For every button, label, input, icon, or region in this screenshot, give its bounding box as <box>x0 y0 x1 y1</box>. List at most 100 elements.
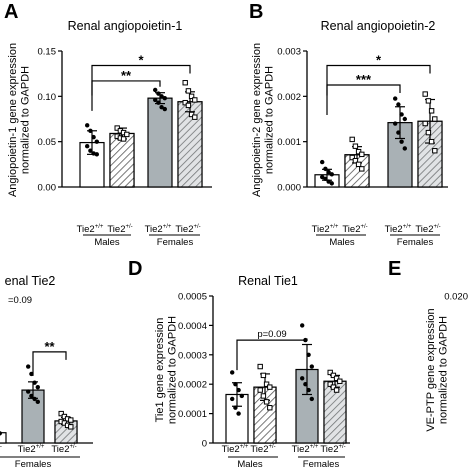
panel-a: A Renal angiopoietin-1 Angiopoietin-1 gene… <box>4 1 212 248</box>
significance-label: p=0.09 <box>257 329 286 340</box>
data-point <box>333 387 340 393</box>
data-point <box>233 382 238 387</box>
data-point <box>399 112 404 117</box>
data-point <box>236 411 241 416</box>
data-point <box>58 410 64 417</box>
bar-group <box>109 125 135 188</box>
data-point <box>320 174 325 180</box>
data-point <box>309 364 314 369</box>
bar-group <box>253 363 277 444</box>
data-point <box>349 154 355 161</box>
significance-label: * <box>376 53 382 68</box>
x-tick-label: Tie2+/- <box>342 224 367 235</box>
data-point <box>257 387 263 393</box>
group-label: Females <box>303 459 340 470</box>
significance-bracket <box>326 64 431 96</box>
panel-letter: E <box>388 258 401 280</box>
data-point <box>68 417 74 423</box>
x-tick-label: Tie2+/+ <box>222 444 249 455</box>
data-point <box>425 98 432 104</box>
x-tick-label: Tie2+/- <box>175 224 200 235</box>
y-tick-label: 0.15 <box>38 47 57 58</box>
panel-title: Renal angiopoietin-2 <box>321 19 436 33</box>
data-point <box>326 179 331 184</box>
data-point <box>303 382 308 387</box>
x-tick-label: Tie2+/+ <box>18 444 45 455</box>
bar-group <box>54 410 78 444</box>
panel-letter: A <box>4 1 18 23</box>
data-point <box>267 405 273 411</box>
data-point <box>355 148 362 155</box>
y-axis-label: VE-PTP gene expressionnormalized to GAPD… <box>425 308 450 431</box>
y-axis-label: Angiopoietin-1 gene expressionnormalized… <box>7 43 32 197</box>
bar-group <box>344 136 370 188</box>
data-point <box>352 158 359 164</box>
data-point <box>120 136 127 142</box>
bar-group <box>295 323 319 444</box>
data-point <box>359 151 365 158</box>
x-tick-label: Tie2+/- <box>415 224 440 235</box>
data-point <box>263 381 270 387</box>
data-point <box>124 131 130 138</box>
data-point <box>359 166 365 172</box>
data-point <box>355 161 362 168</box>
data-point <box>300 376 305 381</box>
data-point <box>239 393 244 399</box>
data-point <box>402 116 407 122</box>
x-tick-label: Tie2+/+ <box>145 224 172 235</box>
data-point <box>425 129 432 136</box>
data-point <box>32 380 37 385</box>
x-tick-label: Tie2+/+ <box>385 224 412 235</box>
data-point <box>330 372 337 379</box>
y-tick-label: 0.003 <box>277 47 301 58</box>
data-point <box>230 396 235 402</box>
y-tick-label: 0.002 <box>277 92 301 103</box>
data-point <box>114 125 120 131</box>
y-tick-label: 0.0004 <box>178 321 207 332</box>
x-tick-label: Tie2+/+ <box>312 224 339 235</box>
data-point <box>182 99 188 106</box>
data-point <box>396 102 401 107</box>
y-tick-label: 0.05 <box>38 137 57 148</box>
data-point <box>159 94 164 99</box>
significance-bracket <box>32 351 67 376</box>
data-point <box>94 139 100 144</box>
group-label: Females <box>397 237 434 248</box>
data-point <box>153 87 158 93</box>
data-point <box>337 378 343 384</box>
group-label: Females <box>157 237 194 248</box>
panel-title: enal Tie2 <box>5 274 56 288</box>
y-axis-label: Angiopoietin-2 gene expressionnormalized… <box>251 43 276 197</box>
y-tick-label: 0.0002 <box>178 380 207 391</box>
data-point <box>422 120 428 127</box>
data-point <box>349 136 355 143</box>
x-tick-label: Tie2+/+ <box>77 224 104 235</box>
data-point <box>402 146 407 151</box>
x-tick-label: Tie2+/+ <box>292 444 319 455</box>
panel-letter: B <box>249 1 263 23</box>
data-point <box>162 95 167 101</box>
data-point <box>188 93 195 100</box>
significance-bracket <box>91 80 161 111</box>
data-point <box>428 138 435 145</box>
data-point <box>422 91 428 97</box>
group-label: Females <box>15 459 52 470</box>
data-point <box>153 97 158 103</box>
data-point <box>26 364 31 369</box>
panel-e: E VE-PTP gene expressionnormalized to GAP… <box>388 258 468 432</box>
bar-group <box>0 431 7 444</box>
data-point <box>85 144 90 149</box>
bar-group <box>225 370 249 444</box>
data-point <box>399 139 404 144</box>
bar-group <box>314 159 340 188</box>
data-point <box>300 323 305 328</box>
data-point <box>323 166 328 172</box>
data-point <box>306 352 311 357</box>
bar-group <box>21 364 45 444</box>
y-tick-label: 0.10 <box>38 92 57 103</box>
data-point <box>432 148 438 154</box>
data-point <box>233 405 238 410</box>
bar-group <box>79 123 105 188</box>
data-point <box>182 80 188 86</box>
